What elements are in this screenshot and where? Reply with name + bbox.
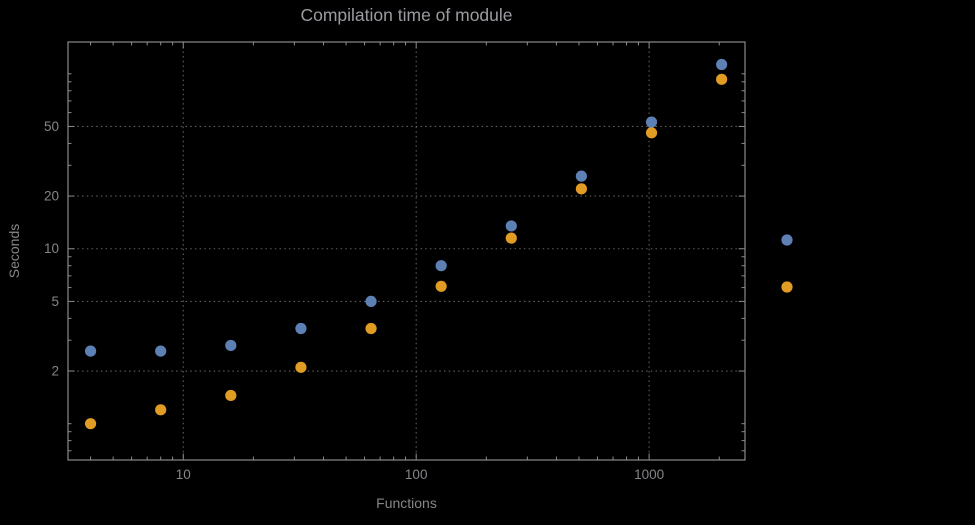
data-point-series-2	[435, 280, 447, 292]
plot-frame	[67, 41, 746, 461]
x-tick-label: 1000	[634, 467, 664, 482]
data-point-series-1	[435, 260, 447, 272]
data-point-series-1	[295, 322, 307, 335]
y-tick-label: 20	[44, 189, 59, 204]
data-point-series-1	[155, 345, 167, 357]
data-point-series-2	[295, 361, 307, 373]
data-point-series-2	[645, 127, 658, 139]
legend-marker-2	[781, 281, 793, 293]
data-point-series-1	[84, 345, 97, 357]
data-point-series-2	[84, 418, 97, 430]
y-tick-label: 10	[44, 241, 59, 256]
data-point-series-1	[225, 339, 237, 352]
x-tick-label: 100	[405, 467, 428, 482]
data-point-series-1	[505, 220, 517, 232]
data-point-series-2	[155, 404, 167, 416]
y-tick-label: 50	[44, 119, 59, 134]
data-point-series-2	[575, 183, 588, 195]
chart-title: Compilation time of module	[300, 5, 513, 25]
data-point-series-1	[575, 170, 588, 182]
legend-marker-1	[781, 234, 793, 246]
data-point-series-2	[225, 389, 237, 402]
data-point-series-1	[645, 116, 658, 128]
y-tick-label: 2	[51, 364, 59, 379]
x-tick-label: 10	[176, 467, 191, 482]
x-axis-label: Functions	[376, 495, 437, 511]
data-point-series-2	[716, 73, 728, 85]
data-point-series-1	[716, 58, 728, 71]
data-point-series-2	[505, 232, 517, 244]
y-tick-label: 5	[51, 294, 59, 309]
data-point-series-1	[365, 295, 377, 308]
data-point-series-2	[365, 322, 377, 335]
